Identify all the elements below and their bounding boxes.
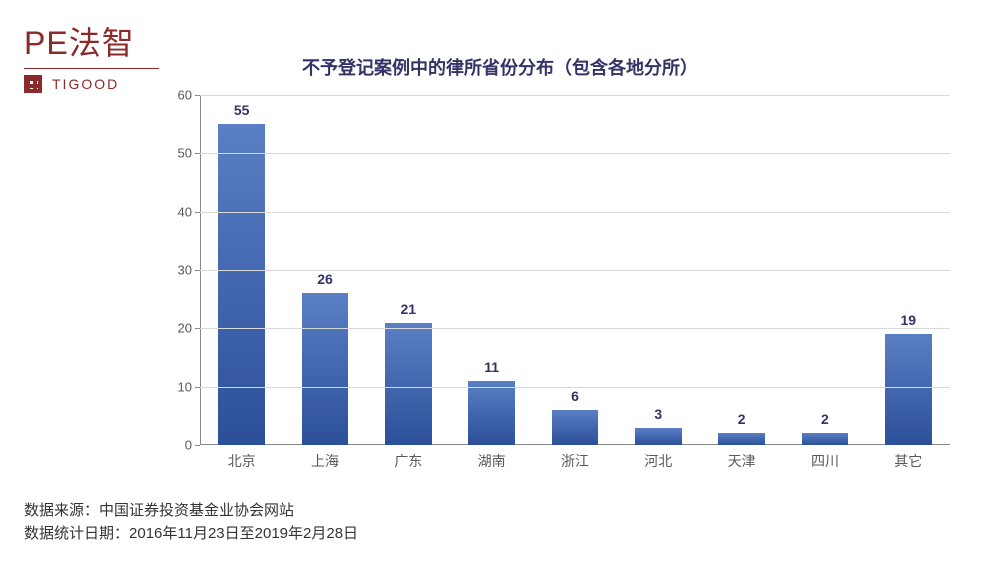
- bar: 21: [385, 323, 432, 446]
- bar: 2: [718, 433, 765, 445]
- y-tick-label: 0: [185, 438, 192, 453]
- bar-value-label: 11: [468, 359, 515, 375]
- x-tick-label: 天津: [700, 445, 783, 475]
- bar: 19: [885, 334, 932, 445]
- gridline: [200, 270, 950, 271]
- chart-title: 不予登记案例中的律所省份分布（包含各地分所）: [0, 54, 1000, 80]
- bar: 11: [468, 381, 515, 445]
- x-tick-label: 北京: [200, 445, 283, 475]
- y-tick-label: 20: [178, 321, 192, 336]
- bar: 6: [552, 410, 599, 445]
- bar: 3: [635, 428, 682, 446]
- bar-value-label: 2: [718, 411, 765, 427]
- bar-chart: 55262111632219 0102030405060 北京上海广东湖南浙江河…: [160, 95, 960, 475]
- bar-value-label: 26: [302, 271, 349, 287]
- bar: 55: [218, 124, 265, 445]
- x-tick-label: 四川: [783, 445, 866, 475]
- date-value: 2016年11月23日至2019年2月28日: [129, 525, 358, 542]
- date-label: 数据统计日期：: [24, 525, 129, 542]
- y-tick-mark: [195, 212, 200, 213]
- plot-area: 55262111632219 0102030405060: [200, 95, 950, 445]
- y-tick-mark: [195, 95, 200, 96]
- gridline: [200, 95, 950, 96]
- gridline: [200, 212, 950, 213]
- gridline: [200, 328, 950, 329]
- y-tick-mark: [195, 153, 200, 154]
- bar-value-label: 21: [385, 301, 432, 317]
- x-tick-label: 湖南: [450, 445, 533, 475]
- gridline: [200, 153, 950, 154]
- y-tick-mark: [195, 387, 200, 388]
- bar: 26: [302, 293, 349, 445]
- bar: 2: [802, 433, 849, 445]
- source-line: 数据来源：中国证券投资基金业协会网站: [24, 500, 358, 523]
- bar-value-label: 2: [802, 411, 849, 427]
- source-value: 中国证券投资基金业协会网站: [99, 502, 294, 519]
- date-line: 数据统计日期：2016年11月23日至2019年2月28日: [24, 523, 358, 546]
- source-label: 数据来源：: [24, 502, 99, 519]
- x-tick-label: 其它: [867, 445, 950, 475]
- footer-notes: 数据来源：中国证券投资基金业协会网站 数据统计日期：2016年11月23日至20…: [24, 500, 358, 545]
- gridline: [200, 387, 950, 388]
- x-axis-labels: 北京上海广东湖南浙江河北天津四川其它: [200, 445, 950, 475]
- x-tick-label: 浙江: [533, 445, 616, 475]
- y-tick-label: 40: [178, 204, 192, 219]
- x-tick-label: 广东: [367, 445, 450, 475]
- x-tick-label: 河北: [617, 445, 700, 475]
- y-tick-label: 30: [178, 263, 192, 278]
- y-tick-mark: [195, 270, 200, 271]
- y-tick-label: 10: [178, 379, 192, 394]
- bar-value-label: 19: [885, 312, 932, 328]
- y-tick-label: 50: [178, 146, 192, 161]
- bar-value-label: 55: [218, 102, 265, 118]
- x-tick-label: 上海: [283, 445, 366, 475]
- bar-value-label: 6: [552, 388, 599, 404]
- y-tick-label: 60: [178, 88, 192, 103]
- y-tick-mark: [195, 328, 200, 329]
- bar-value-label: 3: [635, 406, 682, 422]
